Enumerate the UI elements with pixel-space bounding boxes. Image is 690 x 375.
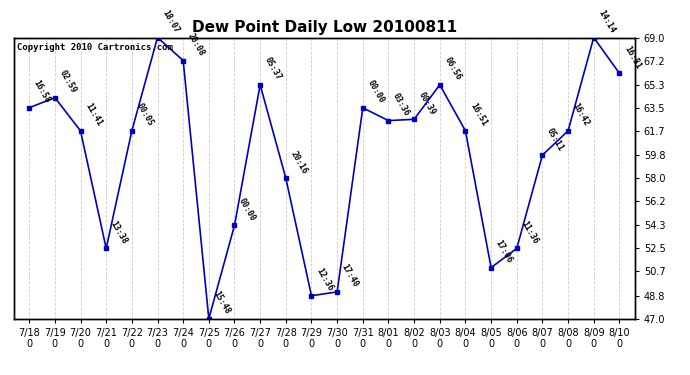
Text: 00:00: 00:00 bbox=[237, 196, 257, 223]
Text: 00:39: 00:39 bbox=[417, 90, 437, 117]
Text: 12:36: 12:36 bbox=[314, 267, 335, 293]
Text: 14:14: 14:14 bbox=[597, 9, 617, 35]
Text: 00:00: 00:00 bbox=[366, 79, 386, 105]
Text: Copyright 2010 Cartronics.com: Copyright 2010 Cartronics.com bbox=[17, 43, 172, 52]
Text: 16:51: 16:51 bbox=[622, 44, 642, 70]
Text: 16:58: 16:58 bbox=[32, 79, 52, 105]
Text: 05:11: 05:11 bbox=[545, 126, 566, 152]
Text: 11:36: 11:36 bbox=[520, 219, 540, 246]
Text: 20:08: 20:08 bbox=[186, 32, 206, 58]
Text: 11:41: 11:41 bbox=[83, 102, 104, 128]
Text: 03:36: 03:36 bbox=[391, 92, 411, 118]
Text: 06:56: 06:56 bbox=[442, 56, 463, 82]
Text: 17:40: 17:40 bbox=[340, 263, 360, 289]
Text: 16:42: 16:42 bbox=[571, 102, 591, 128]
Text: 15:48: 15:48 bbox=[212, 290, 232, 316]
Text: 02:59: 02:59 bbox=[58, 69, 78, 95]
Text: 18:07: 18:07 bbox=[160, 9, 181, 35]
Text: 17:06: 17:06 bbox=[494, 238, 514, 265]
Title: Dew Point Daily Low 20100811: Dew Point Daily Low 20100811 bbox=[192, 20, 457, 35]
Text: 13:38: 13:38 bbox=[109, 219, 129, 246]
Text: 20:16: 20:16 bbox=[288, 149, 309, 176]
Text: 00:05: 00:05 bbox=[135, 102, 155, 128]
Text: 16:51: 16:51 bbox=[469, 102, 489, 128]
Text: 05:37: 05:37 bbox=[263, 56, 283, 82]
